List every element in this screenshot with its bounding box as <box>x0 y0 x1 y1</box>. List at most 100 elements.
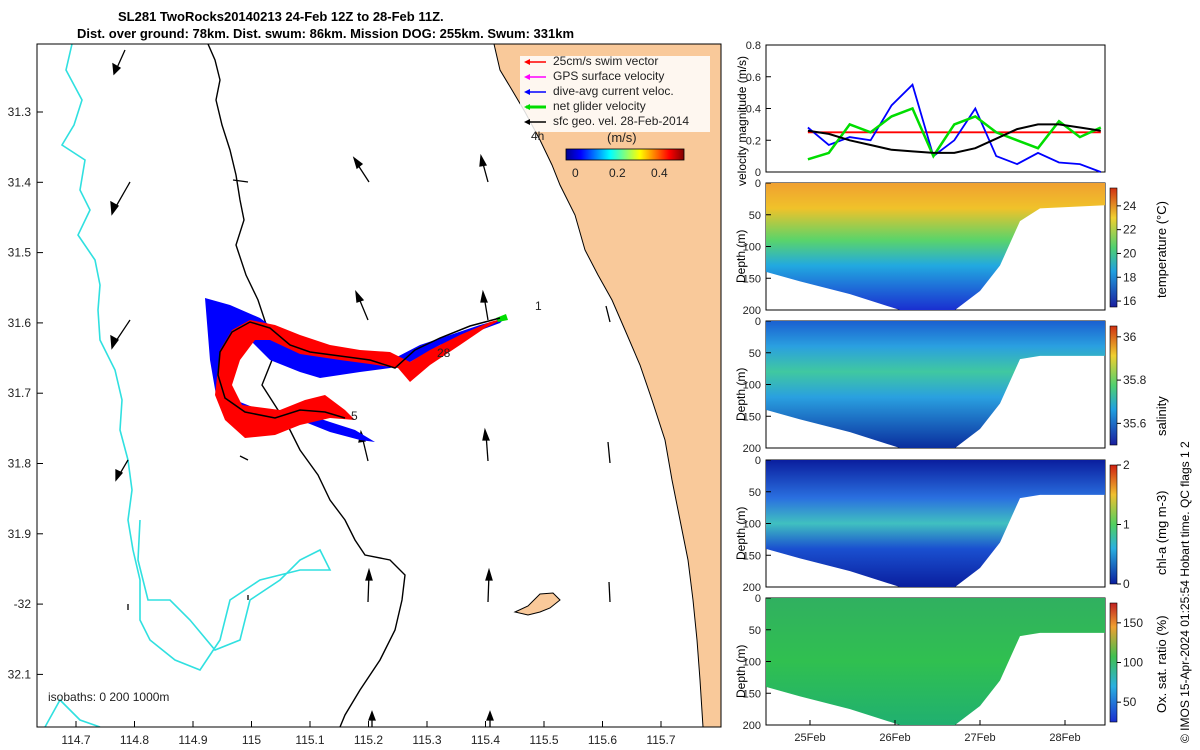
colorbar-tick: 50 <box>1123 695 1137 709</box>
velocity-series-current <box>807 83 1102 173</box>
lat-tick-label: 31.8 <box>8 457 32 471</box>
depth-tick: 150 <box>743 550 761 562</box>
colorbar-tick: 150 <box>1123 616 1143 630</box>
velocity-ytick: 0.8 <box>746 40 761 52</box>
lon-tick-label: 115.4 <box>471 733 500 747</box>
colorbar-tick-2: 0.4 <box>651 166 668 180</box>
lon-tick-label: 115.2 <box>354 733 383 747</box>
track-label-4h: 4h <box>531 129 545 143</box>
lat-tick-label: -32 <box>14 597 32 611</box>
lon-tick-label: 114.8 <box>120 733 149 747</box>
depth-ylabel: Depth (m) <box>734 367 748 421</box>
isobaths-label: isobaths: 0 200 1000m <box>48 690 170 704</box>
depth-tick: 0 <box>755 455 761 467</box>
colorbar-tick: 1 <box>1123 518 1130 532</box>
depth-tick: 100 <box>743 380 761 392</box>
colorbar-tick: 16 <box>1123 294 1137 308</box>
colorbar-unit: (m/s) <box>607 130 637 145</box>
section-colorbar-1 <box>1109 187 1118 308</box>
lat-tick-label: 32.1 <box>8 667 32 681</box>
colorbar-tick-0: 0 <box>572 166 579 180</box>
depth-tick: 100 <box>743 657 761 669</box>
legend-entry: GPS surface velocity <box>553 69 665 83</box>
velocity-ytick: 0.2 <box>746 135 761 147</box>
depth-tick: 50 <box>749 210 761 222</box>
map-legend <box>520 56 710 132</box>
lat-tick-label: 31.3 <box>8 105 32 119</box>
section-data-3 <box>766 460 1105 587</box>
date-tick: 26Feb <box>879 732 910 744</box>
section-colorbar-3 <box>1109 464 1118 585</box>
depth-tick: 150 <box>743 688 761 700</box>
colorbar-tick: 35.8 <box>1123 373 1147 387</box>
map-colorbar <box>565 148 685 161</box>
section-colorbar-4 <box>1109 602 1118 723</box>
depth-tick: 150 <box>743 273 761 285</box>
depth-tick: 100 <box>743 242 761 254</box>
section-colorbar-2 <box>1109 325 1118 446</box>
track-label-1: 1 <box>535 299 542 313</box>
legend-entry: net glider velocity <box>553 99 646 113</box>
glider-track <box>217 317 501 419</box>
track-label-28: 28 <box>437 346 451 360</box>
lon-tick-label: 115.5 <box>529 733 558 747</box>
colorbar-label: salinity <box>1154 396 1169 436</box>
swim-vector-band <box>215 318 505 438</box>
velocity-ytick: 0 <box>755 167 761 179</box>
lon-tick-label: 115.6 <box>588 733 617 747</box>
title-line-1: SL281 TwoRocks20140213 24-Feb 12Z to 28-… <box>118 9 444 24</box>
depth-ylabel: Depth (m) <box>734 644 748 698</box>
depth-tick: 200 <box>743 582 761 594</box>
legend-entry: dive-avg current veloc. <box>553 84 674 98</box>
lon-tick-label: 115.1 <box>295 733 324 747</box>
depth-ylabel: Depth (m) <box>734 506 748 560</box>
section-data-1 <box>766 183 1105 310</box>
lon-tick-label: 114.9 <box>178 733 207 747</box>
lat-tick-label: 31.6 <box>8 316 32 330</box>
lat-tick-label: 31.7 <box>8 386 32 400</box>
colorbar-tick-1: 0.2 <box>609 166 626 180</box>
depth-tick: 100 <box>743 519 761 531</box>
colorbar-tick: 35.6 <box>1123 416 1147 430</box>
colorbar-tick: 100 <box>1123 656 1143 670</box>
land-mass <box>493 44 721 727</box>
title-line-2: Dist. over ground: 78km. Dist. swum: 86k… <box>77 26 575 41</box>
lon-tick-label: 115 <box>242 733 261 747</box>
depth-tick: 200 <box>743 443 761 455</box>
colorbar-tick: 0 <box>1123 577 1130 591</box>
date-tick: 25Feb <box>794 732 825 744</box>
legend-entry: sfc geo. vel. 28-Feb-2014 <box>553 114 690 128</box>
lat-tick-label: 31.9 <box>8 527 32 541</box>
lon-tick-label: 114.7 <box>61 733 90 747</box>
depth-tick: 150 <box>743 411 761 423</box>
depth-tick: 0 <box>755 316 761 328</box>
lat-tick-label: 31.5 <box>8 246 32 260</box>
depth-tick: 0 <box>755 593 761 605</box>
lon-tick-label: 115.3 <box>412 733 441 747</box>
colorbar-tick: 2 <box>1123 458 1130 472</box>
imos-note: © IMOS 15-Apr-2024 01:25:54 Hobart time.… <box>1178 441 1192 743</box>
section-data-4 <box>766 598 1105 725</box>
colorbar-label: Ox. sat. ratio (%) <box>1154 615 1169 713</box>
velocity-series-net <box>807 106 1102 161</box>
colorbar-tick: 36 <box>1123 330 1137 344</box>
depth-tick: 200 <box>743 305 761 317</box>
depth-ylabel: Depth (m) <box>734 229 748 283</box>
island <box>513 592 561 616</box>
depth-tick: 50 <box>749 487 761 499</box>
colorbar-tick: 24 <box>1123 199 1137 213</box>
velocity-ytick: 0.4 <box>746 104 761 116</box>
depth-tick: 0 <box>755 178 761 190</box>
isobath-1000m <box>60 44 332 671</box>
date-tick: 27Feb <box>964 732 995 744</box>
velocity-series-geostrophic <box>807 123 1101 154</box>
section-data-2 <box>766 321 1105 448</box>
date-tick: 28Feb <box>1049 732 1080 744</box>
depth-tick: 50 <box>749 625 761 637</box>
map-frame <box>36 43 722 728</box>
colorbar-tick: 20 <box>1123 246 1137 260</box>
colorbar-tick: 18 <box>1123 270 1137 284</box>
legend-entry: 25cm/s swim vector <box>553 54 659 68</box>
velocity-ylabel: velocity magnitude (m/s) <box>735 55 749 186</box>
